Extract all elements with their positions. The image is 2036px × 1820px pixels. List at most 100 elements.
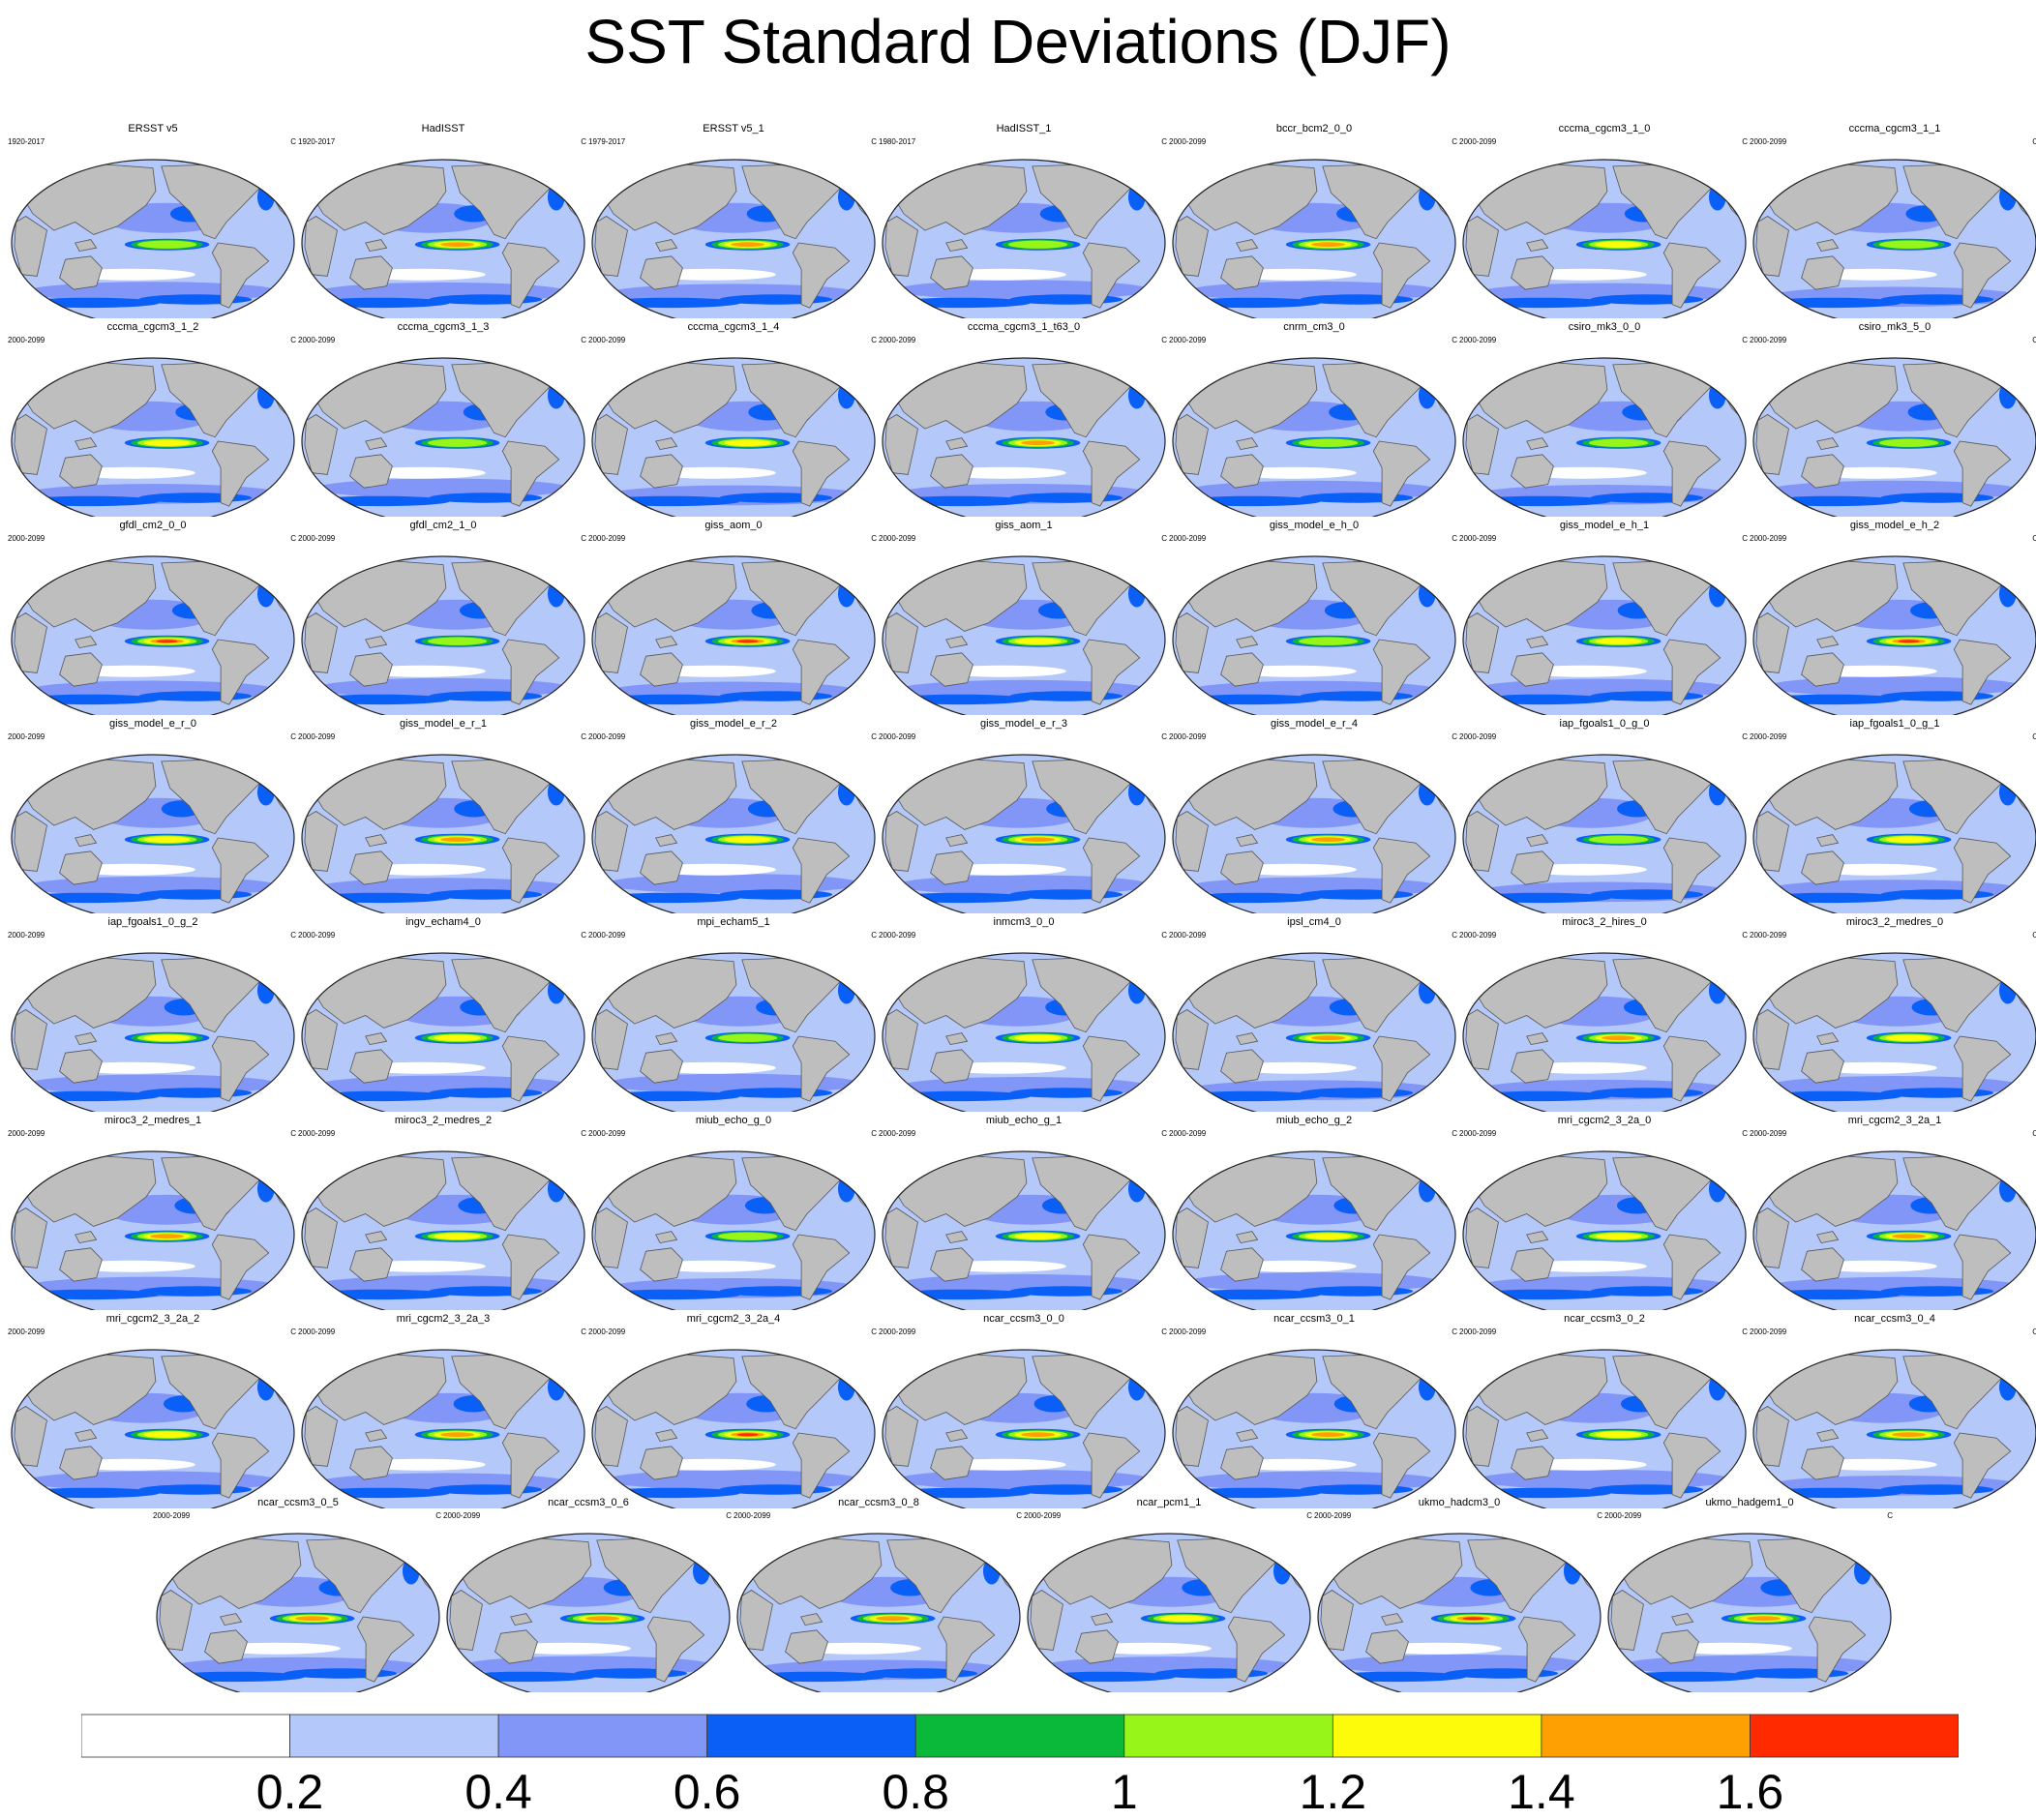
colorbar-tick-label: 0.2	[255, 1765, 324, 1819]
map-panel: iap_fgoals1_0_g_1 2000-2099 C	[1750, 718, 2036, 913]
variability-patch	[1180, 1090, 1322, 1102]
land-australia	[1220, 850, 1264, 885]
enso-band	[736, 1433, 759, 1437]
map-panel: ukmo_hadcm3_0 2000-2099 C	[1314, 1497, 1604, 1692]
enso-band	[1311, 837, 1346, 843]
land-australia	[1220, 454, 1264, 489]
land-africa	[304, 1406, 338, 1467]
land-africa	[1465, 1406, 1499, 1467]
map-panel: giss_model_e_r_0 2000-2099 C	[8, 718, 298, 913]
panel-years: 2000-2099	[588, 534, 626, 543]
land-maritime	[1526, 1231, 1549, 1244]
land-maritime	[1236, 1032, 1259, 1046]
sst-map	[1172, 754, 1456, 913]
colorbar-tick-label: 0.4	[464, 1765, 532, 1819]
land-maritime	[655, 1032, 678, 1046]
variability-patch	[164, 1671, 306, 1683]
land-australia	[1365, 1629, 1409, 1664]
panel-unit: C	[871, 1328, 877, 1336]
map-outline	[11, 952, 295, 1112]
map-outline	[591, 754, 876, 913]
panel-years: 1920-2017	[298, 137, 336, 146]
map-outline	[11, 1349, 295, 1508]
sst-map	[591, 357, 876, 517]
panel-unit: C	[1452, 732, 1457, 741]
panel-title: giss_model_e_h_2	[1849, 520, 1940, 531]
enso-band	[427, 637, 488, 645]
map-panel: ncar_ccsm3_0_5 2000-2099 C	[153, 1497, 443, 1692]
map-panel: miroc3_2_medres_2 2000-2099 C	[298, 1115, 588, 1310]
map-panel: giss_model_e_r_2 2000-2099 C	[588, 718, 879, 913]
map-outline	[882, 159, 1166, 318]
variability-patch	[1999, 778, 2017, 806]
variability-patch	[1419, 381, 1436, 409]
land-africa	[884, 414, 918, 475]
land-australia	[59, 1446, 103, 1480]
enso-band	[156, 640, 178, 643]
variability-patch	[838, 1373, 855, 1401]
map-panel: iap_fgoals1_0_g_2 2000-2099 C	[8, 916, 298, 1112]
land-australia	[1801, 1247, 1844, 1282]
panel-years: 1979-2017	[588, 137, 626, 146]
land-maritime	[655, 239, 678, 253]
land-africa	[1320, 1590, 1354, 1651]
map-panel: ncar_ccsm3_0_8 2000-2099 C	[734, 1497, 1024, 1692]
land-samerica	[211, 242, 270, 309]
land-africa	[304, 1009, 338, 1070]
panel-title: ncar_ccsm3_0_8	[838, 1497, 919, 1508]
variability-patch	[1419, 1373, 1436, 1401]
variability-patch	[257, 778, 275, 806]
map-panel: cccma_cgcm3_1_1 2000-2099 C	[1750, 123, 2036, 318]
land-australia	[1801, 1446, 1844, 1480]
variability-patch	[1760, 495, 1902, 507]
map-panel: giss_model_e_h_0 2000-2099 C	[1169, 520, 1459, 715]
map-panel: HadISST_1 1980-2017 C	[879, 123, 1169, 318]
panel-unit: C	[1742, 137, 1748, 146]
panel-title: miroc3_2_medres_2	[394, 1115, 493, 1126]
map-outline	[1172, 1150, 1456, 1310]
land-africa	[1175, 216, 1209, 277]
panel-years: 2000-2099	[1750, 534, 1787, 543]
land-africa	[884, 1406, 918, 1467]
variability-patch	[257, 976, 275, 1004]
land-samerica	[1082, 1432, 1141, 1499]
map-panel: csiro_mk3_5_0 2000-2099 C	[1750, 321, 2036, 517]
sst-map	[1172, 159, 1456, 318]
colorbar-tick-label: 1.6	[1716, 1765, 1784, 1819]
panel-title: ingv_echam4_0	[405, 916, 481, 928]
panel-years: 2000-2099	[298, 1129, 336, 1138]
variability-patch	[1180, 1289, 1322, 1300]
variability-patch	[1999, 183, 2017, 211]
land-samerica	[792, 1234, 851, 1300]
variability-patch	[1854, 1557, 1871, 1585]
panel-years: 2000-2099	[8, 336, 45, 344]
land-maritime	[655, 1231, 678, 1244]
sst-map	[882, 555, 1166, 715]
sst-map	[301, 555, 585, 715]
sst-map	[882, 1150, 1166, 1310]
enso-band	[1311, 242, 1346, 248]
enso-band	[440, 1432, 475, 1438]
panel-years: 2000-2099	[879, 534, 916, 543]
enso-band	[1014, 1233, 1062, 1239]
map-outline	[11, 555, 295, 715]
map-panel: ERSST v5_1 1979-2017 C	[588, 123, 879, 318]
map-outline	[301, 1150, 585, 1310]
land-maritime	[220, 1613, 243, 1626]
panel-years: 2000-2099	[588, 1129, 626, 1138]
panel-unit: C	[1452, 336, 1457, 344]
map-panel: mri_cgcm2_3_2a_3 2000-2099 C	[298, 1313, 588, 1508]
panel-title: giss_model_e_h_1	[1559, 520, 1650, 531]
map-panel: ncar_ccsm3_0_4 2000-2099 C	[1750, 1313, 2036, 1508]
variability-patch	[18, 1487, 161, 1499]
sst-map	[1172, 1349, 1456, 1508]
land-australia	[1220, 652, 1264, 687]
panel-unit: C	[290, 336, 296, 344]
panel-title: mri_cgcm2_3_2a_3	[396, 1313, 491, 1325]
land-australia	[1511, 255, 1554, 290]
panel-years: 2000-2099	[1459, 336, 1497, 344]
variability-patch	[309, 495, 451, 507]
land-samerica	[211, 1432, 270, 1499]
sst-map	[1752, 1150, 2036, 1310]
sst-map	[1172, 555, 1456, 715]
